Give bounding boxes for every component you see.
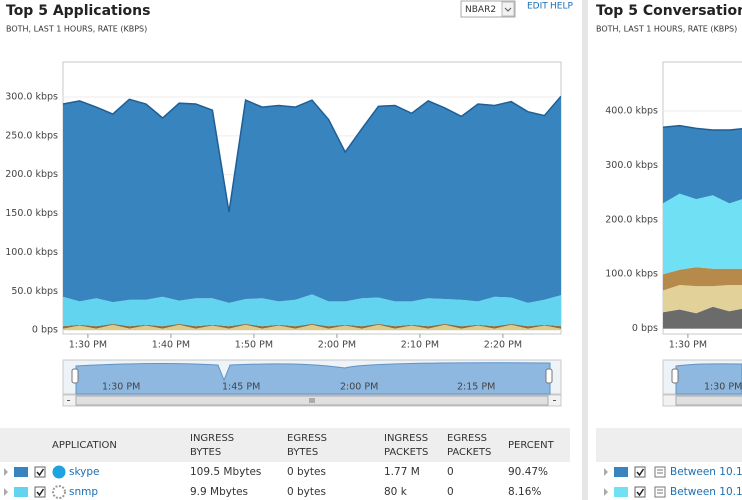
y-tick-label: 50.0 kbps [11,286,58,297]
y-tick-label: 0 bps [632,323,658,334]
expand-arrow[interactable] [4,488,8,496]
dropdown-value: NBAR2 [465,5,496,15]
conversation-icon-lines [657,469,663,474]
y-tick-label: 200.0 kbps [5,169,58,180]
y-tick-label: 0 bps [32,325,58,336]
checkbox[interactable] [634,486,646,498]
table-cell: 80 k [384,486,408,498]
check-mark [636,488,645,497]
x-tick-label: 1:30 PM [669,340,707,351]
column-header: INGRESS PACKETS [384,433,428,458]
x-tick-label: 1:40 PM [152,340,190,351]
navigator-label: 2:15 PM [457,382,495,393]
table-cell: 0 [447,486,454,498]
table-cell: 8.16% [508,486,541,498]
area-series [663,306,742,329]
series-outline [63,95,561,213]
row-name[interactable]: snmp [69,486,98,498]
plot [63,95,561,331]
row-name[interactable]: Between 10.19 [670,486,742,498]
check-mark [36,488,45,497]
table-header [596,428,742,462]
area-series [63,324,561,331]
dropdown-button[interactable] [501,1,515,17]
table-cell: 9.9 Mbytes [190,486,248,498]
area-series [663,193,742,275]
app-icon [52,465,66,479]
x-tick-label: 1:30 PM [69,340,107,351]
plot [663,110,742,330]
x-tick-label: 2:10 PM [401,340,439,351]
conversation-icon-lines [657,489,663,494]
row-name[interactable]: Between 10.19 [670,466,742,478]
navigator[interactable] [62,359,562,407]
area-series [663,285,742,314]
column-header: EGRESS BYTES [287,433,327,458]
area-series [63,294,561,327]
check-mark [36,468,45,477]
conversation-icon [654,486,666,498]
column-header: APPLICATION [52,440,117,451]
panel-title: Top 5 Conversations [596,3,742,19]
navigator[interactable] [662,359,742,407]
table-header [0,428,570,462]
column-header: INGRESS BYTES [190,433,234,458]
table-cell: 109.5 Mbytes [190,466,261,478]
navigator-label: 2:00 PM [340,382,378,393]
navigator-label: 1:30 PM [704,382,742,393]
check-mark [636,468,645,477]
table-cell: 1.77 M [384,466,420,478]
column-header: EGRESS PACKETS [447,433,491,458]
y-tick-label: 100.0 kbps [5,247,58,258]
conversation-icon [654,466,666,478]
panel-subtitle: BOTH, LAST 1 HOURS, RATE (KBPS) [6,25,147,34]
y-tick-label: 300.0 kbps [605,160,658,171]
table-cell: 0 [447,466,454,478]
panel-title: Top 5 Applications [6,3,150,19]
checkbox[interactable] [34,466,46,478]
y-tick-label: 200.0 kbps [605,214,658,225]
row-name[interactable]: skype [69,466,100,478]
app-icon [52,485,66,499]
area-series [663,125,742,204]
series-outline [663,124,742,131]
table-cell: 0 bytes [287,486,326,498]
y-tick-label: 400.0 kbps [605,105,658,116]
panel-subtitle: BOTH, LAST 1 HOURS, RATE (KBPS) [596,25,737,34]
divider [582,0,588,500]
y-tick-label: 100.0 kbps [605,269,658,280]
area-series [63,323,561,329]
legend-swatch [14,487,28,497]
navigator-label: 1:45 PM [222,382,260,393]
area-series [663,267,742,291]
checkbox[interactable] [34,486,46,498]
expand-arrow[interactable] [604,488,608,496]
legend-swatch [614,467,628,477]
legend-swatch [614,487,628,497]
dropdown-arrow [504,7,512,12]
expand-arrow[interactable] [604,468,608,476]
expand-arrow[interactable] [4,468,8,476]
table-cell: 0 bytes [287,466,326,478]
x-tick-label: 2:20 PM [484,340,522,351]
column-header: PERCENT [508,440,555,451]
y-tick-label: 250.0 kbps [5,130,58,141]
navigator-label: 1:30 PM [102,382,140,393]
y-tick-label: 150.0 kbps [5,208,58,219]
x-tick-label: 2:00 PM [318,340,356,351]
help-link[interactable]: HELP [550,2,573,12]
table-cell: 90.47% [508,466,548,478]
checkbox[interactable] [634,466,646,478]
edit-link[interactable]: EDIT [527,2,548,12]
legend-swatch [14,467,28,477]
y-tick-label: 300.0 kbps [5,91,58,102]
area-series [63,96,561,303]
x-tick-label: 1:50 PM [235,340,273,351]
